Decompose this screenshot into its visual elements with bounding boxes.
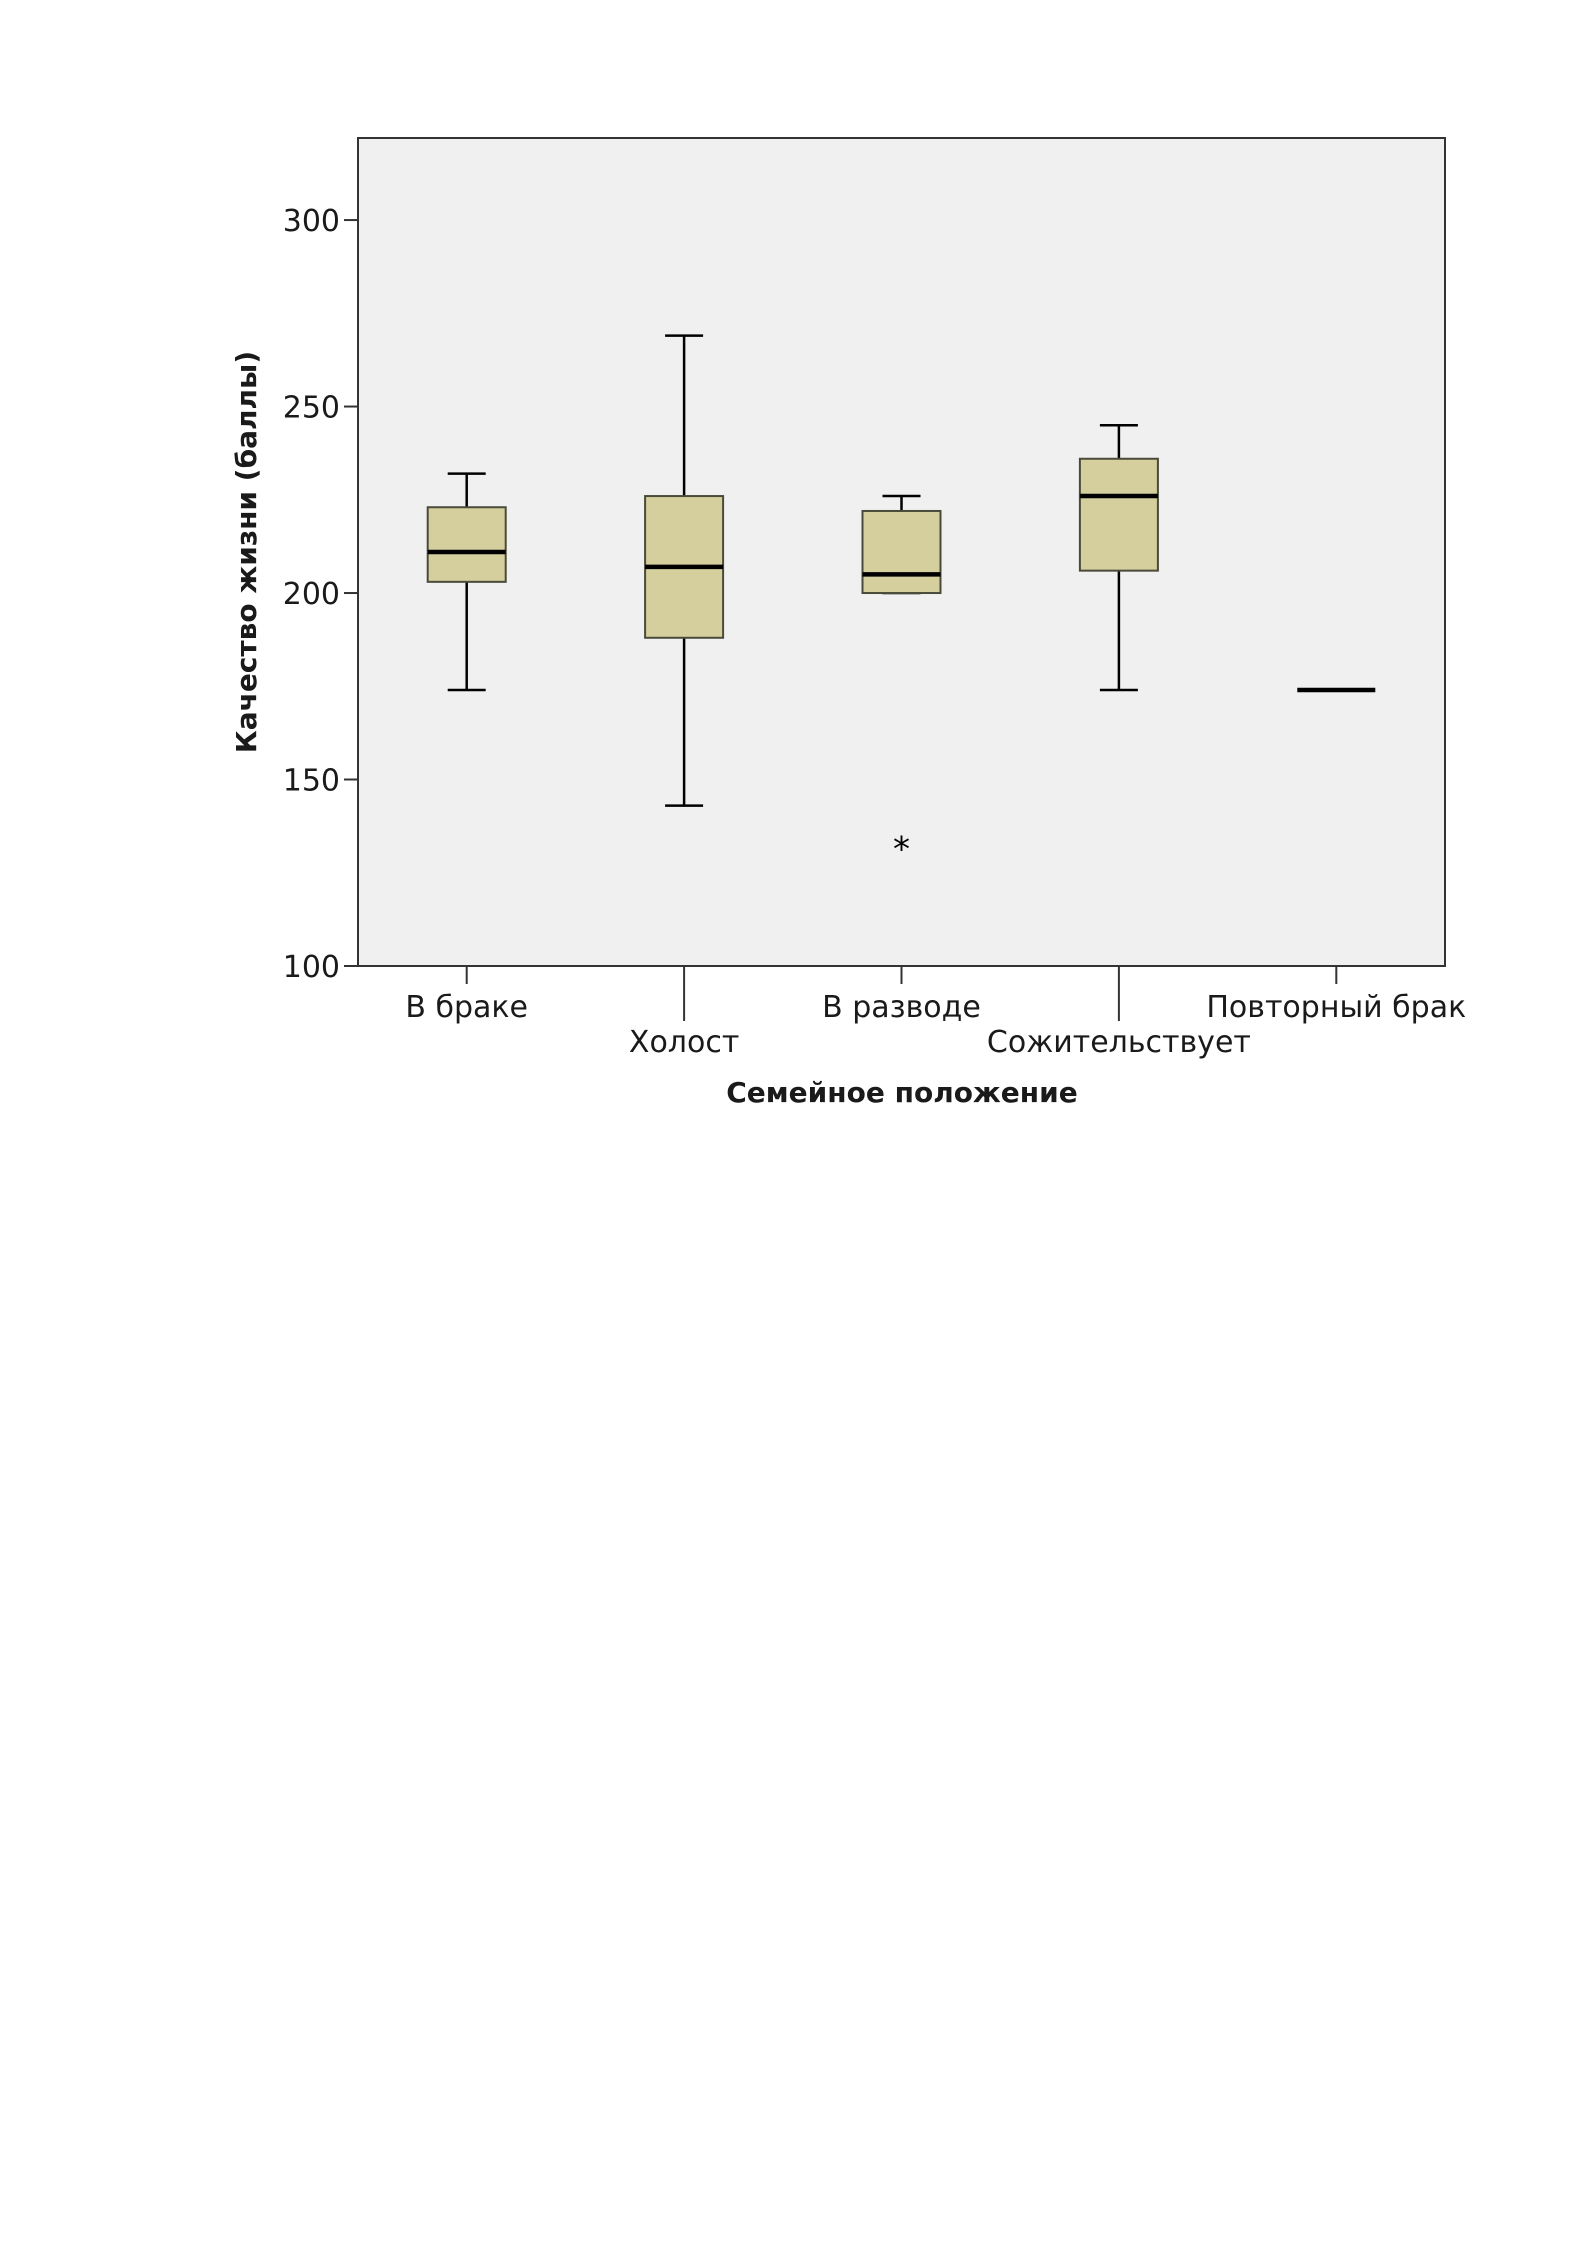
x-tick-label: Повторный брак [1206, 990, 1466, 1025]
y-tick-label: 200 [283, 577, 340, 612]
x-axis-title: Семейное положение [726, 1076, 1078, 1109]
y-tick-label: 250 [283, 391, 340, 426]
iqr-box [426, 506, 507, 583]
x-tick-label: В браке [405, 990, 528, 1025]
extreme-marker: * [893, 830, 910, 870]
box-group [644, 334, 725, 807]
box-group: * [861, 494, 942, 870]
box-group [1078, 423, 1159, 692]
x-tick-label: В разводе [822, 990, 981, 1025]
boxes: * [426, 334, 1376, 870]
y-tick-label: 100 [283, 950, 340, 985]
box-group [426, 472, 507, 692]
y-tick-label: 150 [283, 764, 340, 799]
y-axis-title: Качество жизни (баллы) [230, 351, 263, 753]
iqr-box [861, 509, 942, 595]
x-axis: В браке Холост В разводеСожительствуетПовт… [405, 966, 1466, 1060]
iqr-box [1078, 457, 1159, 572]
y-axis: 100 150 200 250 300 [283, 204, 358, 985]
x-tick-label: Сожительствует [987, 1025, 1251, 1060]
y-tick-label: 300 [283, 204, 340, 239]
x-tick-label: Холост [629, 1025, 739, 1060]
